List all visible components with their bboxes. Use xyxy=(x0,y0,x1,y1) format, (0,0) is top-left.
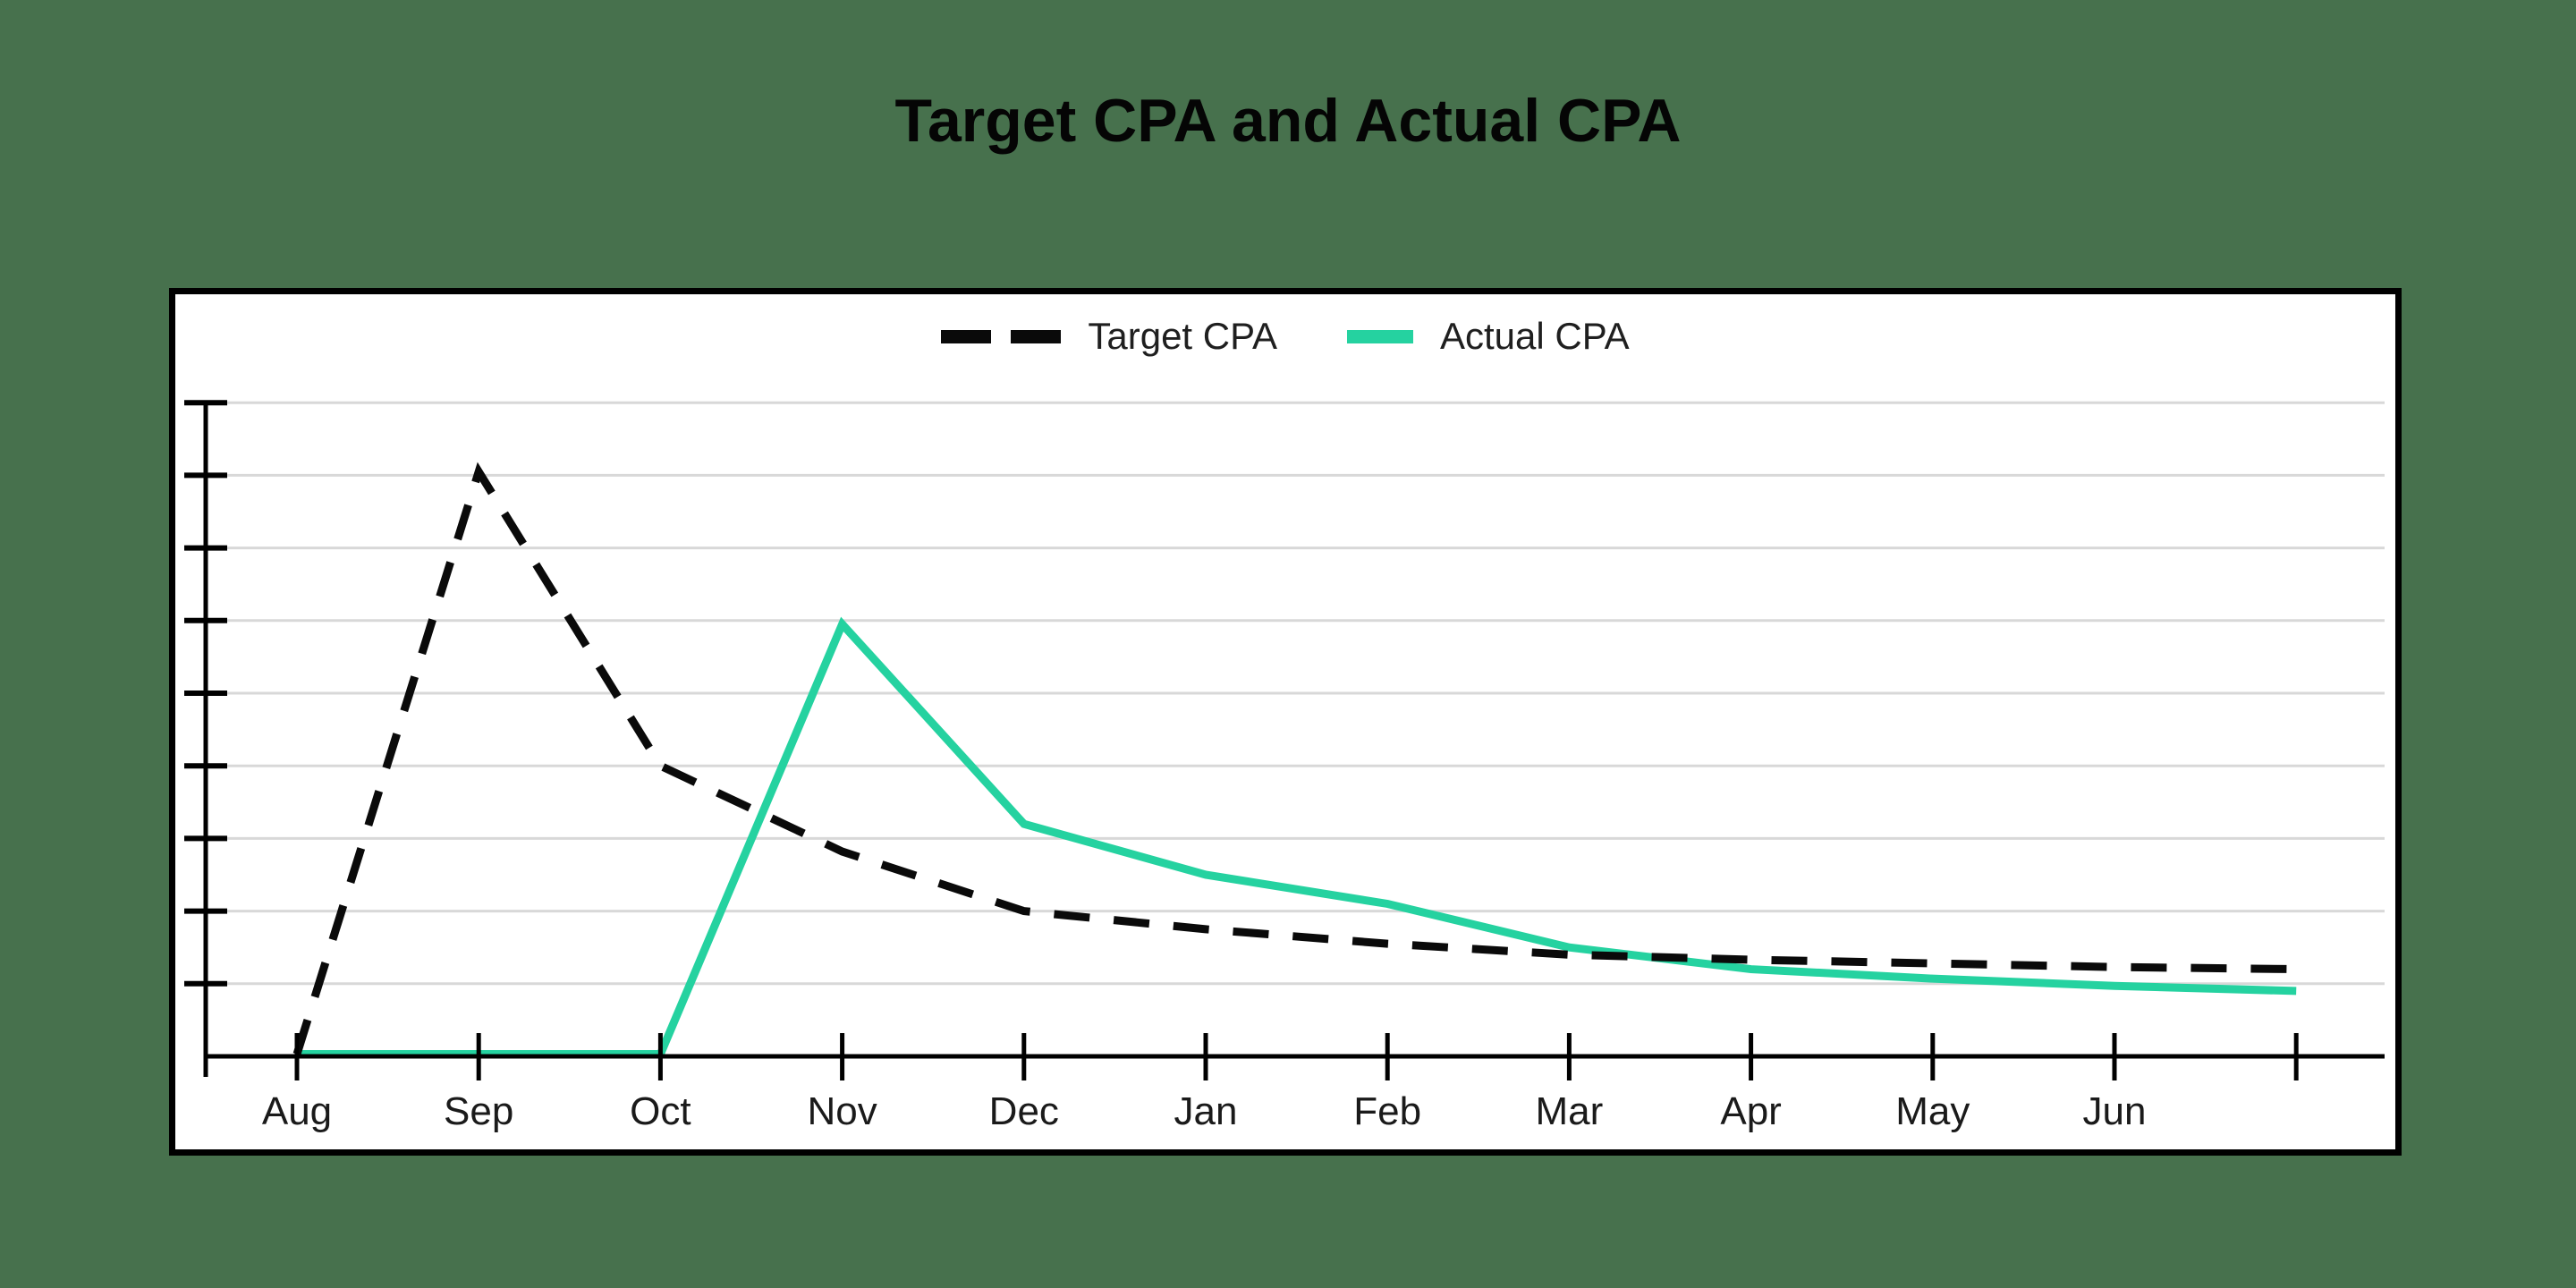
x-axis-label-may: May xyxy=(1895,1089,1970,1133)
x-axis-label-jan: Jan xyxy=(1174,1089,1238,1133)
x-axis-label-apr: Apr xyxy=(1720,1089,1782,1133)
x-axis-label-nov: Nov xyxy=(807,1089,877,1133)
x-axis-label-dec: Dec xyxy=(988,1089,1059,1133)
solid-line-swatch xyxy=(1347,329,1413,343)
x-axis-label-jun: Jun xyxy=(2082,1089,2147,1133)
x-axis-label-feb: Feb xyxy=(1353,1089,1422,1133)
chart-panel xyxy=(169,288,2402,1156)
x-axis-label-sep: Sep xyxy=(444,1089,514,1133)
dashed-line-swatch xyxy=(941,329,1062,343)
legend-item-target-cpa: Target CPA xyxy=(941,315,1277,358)
legend: Target CPA Actual CPA xyxy=(169,315,2402,358)
x-axis-label-aug: Aug xyxy=(261,1089,333,1133)
x-axis-label-oct: Oct xyxy=(630,1089,691,1133)
legend-label-target-cpa: Target CPA xyxy=(1088,315,1277,357)
chart-title: Target CPA and Actual CPA xyxy=(894,87,1682,155)
legend-item-actual-cpa: Actual CPA xyxy=(1347,315,1630,358)
legend-label-actual-cpa: Actual CPA xyxy=(1440,315,1630,357)
x-axis-label-mar: Mar xyxy=(1535,1089,1604,1133)
